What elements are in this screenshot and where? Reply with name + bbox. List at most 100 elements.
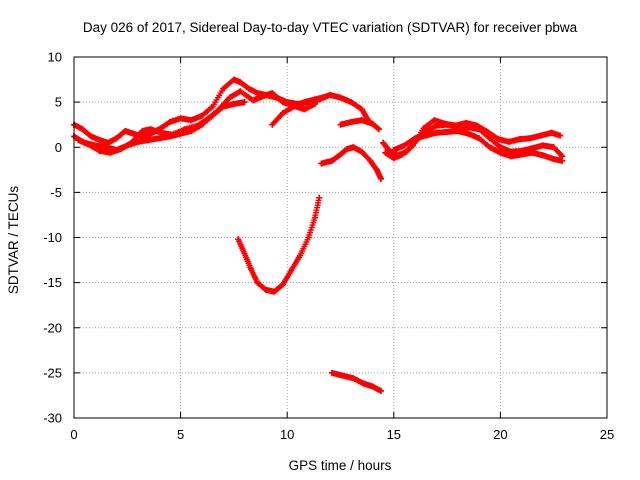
data-point	[130, 130, 137, 137]
data-point	[247, 266, 254, 273]
data-point	[96, 137, 103, 144]
data-point	[375, 126, 382, 133]
data-point	[254, 279, 261, 286]
data-point	[85, 141, 92, 148]
data-point	[360, 380, 367, 387]
data-point	[279, 281, 286, 288]
y-tick-label: 5	[55, 95, 62, 110]
data-point	[358, 148, 365, 155]
data-point	[205, 115, 212, 122]
data-point	[497, 144, 504, 151]
series-track-g	[235, 194, 323, 295]
data-point	[296, 252, 303, 259]
axis-ticks: 0 5 10 15 20 25 -30 -25 -20 -15 -10 -5 0 5 10	[43, 50, 614, 443]
data-point	[145, 137, 152, 144]
data-point	[350, 144, 357, 151]
data-point	[369, 120, 376, 127]
data-point	[158, 129, 165, 136]
data-point	[271, 288, 278, 295]
data-point	[301, 99, 308, 106]
x-tick-label: 5	[177, 427, 184, 442]
data-point	[548, 129, 555, 136]
data-point	[540, 142, 547, 149]
data-point	[215, 106, 222, 113]
data-markers	[71, 76, 566, 394]
series-track-e	[337, 117, 382, 133]
data-point	[452, 122, 459, 129]
data-point	[358, 117, 365, 124]
x-tick-label: 20	[493, 427, 507, 442]
data-point	[399, 151, 406, 158]
data-point	[254, 90, 261, 97]
data-point	[540, 152, 547, 159]
data-point	[409, 142, 416, 149]
data-point	[367, 157, 374, 164]
data-point	[290, 103, 297, 110]
data-point	[194, 122, 201, 129]
data-point	[301, 106, 308, 113]
data-point	[188, 117, 195, 124]
data-point	[550, 155, 557, 162]
y-tick-label: -5	[50, 185, 62, 200]
data-point	[454, 128, 461, 135]
data-point	[279, 109, 286, 116]
data-point	[463, 119, 470, 126]
data-point	[250, 97, 257, 104]
data-point	[350, 375, 357, 382]
data-point	[134, 138, 141, 145]
series-track-h	[328, 369, 385, 394]
data-point	[337, 94, 344, 101]
data-point	[262, 286, 269, 293]
data-point	[348, 99, 355, 106]
data-point	[378, 175, 385, 182]
data-point	[358, 106, 365, 113]
data-point	[177, 115, 184, 122]
data-point	[328, 157, 335, 164]
data-point	[305, 234, 312, 241]
data-point	[431, 117, 438, 124]
data-point	[537, 132, 544, 139]
data-point	[241, 250, 248, 257]
data-point	[433, 129, 440, 136]
data-point	[311, 96, 318, 103]
y-tick-label: -10	[43, 230, 62, 245]
x-axis-label: GPS time / hours	[289, 458, 392, 473]
data-point	[476, 135, 483, 142]
series-markers	[329, 369, 384, 394]
data-point	[378, 387, 385, 394]
data-point	[508, 153, 515, 160]
data-point	[147, 126, 154, 133]
data-point	[527, 135, 534, 142]
series-track-c	[75, 88, 318, 156]
x-tick-label: 10	[280, 427, 294, 442]
data-point	[107, 149, 114, 156]
chart-title: Day 026 of 2017, Sidereal Day-to-day VTE…	[83, 20, 578, 35]
data-point	[557, 132, 564, 139]
data-point	[390, 146, 397, 153]
series-markers	[318, 144, 384, 182]
data-point	[516, 136, 523, 143]
data-point	[518, 151, 525, 158]
data-point	[128, 139, 135, 146]
data-point	[529, 149, 536, 156]
data-point	[373, 166, 380, 173]
data-point	[382, 149, 389, 156]
data-point	[79, 126, 86, 133]
series-track-j	[382, 117, 564, 162]
x-tick-label: 15	[387, 427, 401, 442]
data-point	[318, 160, 325, 167]
data-point	[322, 93, 329, 100]
data-point	[495, 136, 502, 143]
y-tick-label: -30	[43, 411, 62, 426]
series-track-k	[390, 128, 566, 164]
data-point	[258, 93, 265, 100]
series-track-d	[269, 93, 329, 128]
data-point	[96, 147, 103, 154]
data-point	[237, 79, 244, 86]
data-point	[380, 139, 387, 146]
data-point	[75, 137, 82, 144]
data-point	[122, 128, 129, 135]
data-point	[316, 194, 323, 201]
data-point	[348, 118, 355, 125]
data-point	[550, 144, 557, 151]
